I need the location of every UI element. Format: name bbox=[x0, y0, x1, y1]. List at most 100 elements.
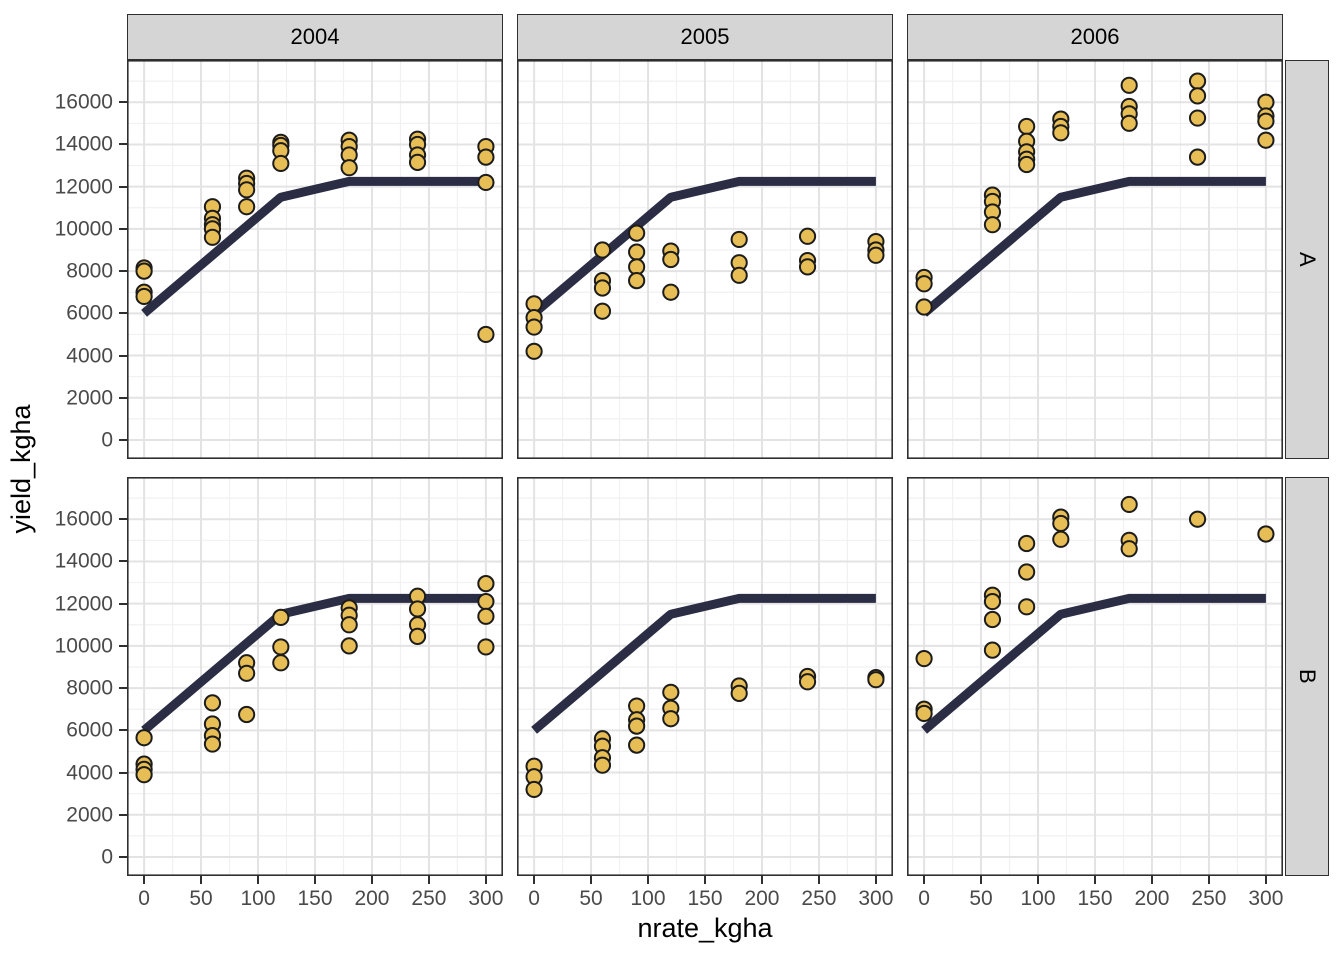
y-tick-label: 8000 bbox=[66, 676, 113, 700]
data-point bbox=[1052, 124, 1070, 142]
data-point bbox=[798, 673, 817, 691]
y-tick-label: 6000 bbox=[66, 301, 113, 325]
data-point bbox=[238, 664, 256, 682]
data-point bbox=[408, 600, 427, 618]
data-point bbox=[238, 181, 256, 199]
x-tick-label: 200 bbox=[354, 887, 390, 910]
data-point bbox=[1052, 530, 1070, 548]
data-point bbox=[272, 638, 290, 656]
data-point bbox=[915, 649, 933, 668]
data-point bbox=[593, 279, 612, 297]
x-tick-label: 150 bbox=[297, 887, 333, 910]
data-point bbox=[983, 592, 1002, 611]
panel-border bbox=[127, 60, 503, 459]
data-point bbox=[867, 671, 885, 689]
facet-strip-col-2006: 2006 bbox=[907, 14, 1283, 60]
x-tick-mark bbox=[314, 876, 316, 884]
data-point bbox=[593, 302, 612, 320]
x-tick-label: 300 bbox=[468, 887, 504, 910]
data-point bbox=[628, 224, 646, 242]
data-point bbox=[1018, 117, 1036, 136]
data-point bbox=[1188, 109, 1207, 127]
y-tick-mark bbox=[119, 270, 127, 273]
x-tick-label: 300 bbox=[858, 887, 894, 910]
panel-border bbox=[517, 477, 893, 876]
x-tick-mark bbox=[1150, 876, 1153, 884]
x-tick-mark bbox=[1207, 876, 1210, 884]
facet-strip-label: B bbox=[1295, 669, 1320, 684]
x-tick-mark bbox=[427, 876, 430, 884]
data-point bbox=[1018, 534, 1036, 553]
panel-B-2006 bbox=[907, 477, 1283, 876]
data-point bbox=[1257, 131, 1275, 149]
x-tick-label: 300 bbox=[1248, 887, 1284, 910]
x-tick-label: 100 bbox=[240, 887, 276, 910]
data-point bbox=[662, 710, 680, 728]
y-tick-label: 12000 bbox=[54, 592, 113, 616]
data-point bbox=[135, 766, 153, 784]
data-point bbox=[340, 159, 358, 177]
data-point bbox=[1120, 495, 1138, 514]
x-tick-mark bbox=[370, 876, 373, 884]
y-tick-label: 10000 bbox=[54, 634, 113, 658]
panel-A-2005 bbox=[517, 60, 893, 459]
y-tick-mark bbox=[119, 771, 127, 774]
data-point bbox=[1018, 598, 1036, 616]
x-tick-mark bbox=[874, 876, 877, 884]
x-tick-mark bbox=[647, 876, 650, 884]
x-tick-mark bbox=[484, 876, 487, 884]
x-tick-mark bbox=[200, 876, 203, 884]
data-point bbox=[662, 250, 680, 269]
panel-B-2004 bbox=[127, 477, 503, 876]
y-tick-mark bbox=[119, 813, 127, 816]
facet-strip-label: 2006 bbox=[1070, 24, 1120, 49]
y-tick-mark bbox=[119, 602, 127, 605]
x-tick-mark bbox=[1037, 876, 1040, 884]
x-tick-label: 0 bbox=[138, 887, 150, 910]
x-tick-mark bbox=[817, 876, 820, 884]
data-point bbox=[340, 616, 358, 634]
facet-strip-col-2004: 2004 bbox=[127, 14, 503, 60]
x-tick-mark bbox=[1264, 876, 1267, 884]
data-point bbox=[477, 148, 495, 166]
y-tick-mark bbox=[119, 227, 127, 230]
y-tick-mark bbox=[119, 185, 127, 188]
data-point bbox=[272, 608, 290, 626]
data-point bbox=[525, 780, 543, 799]
y-tick-mark bbox=[119, 856, 127, 858]
data-point bbox=[477, 592, 495, 611]
y-tick-label: 16000 bbox=[54, 90, 113, 114]
panel-border bbox=[907, 477, 1283, 876]
x-tick-label: 250 bbox=[801, 887, 837, 910]
y-tick-mark bbox=[119, 312, 127, 315]
y-tick-label: 14000 bbox=[54, 132, 113, 156]
fit-line bbox=[921, 593, 1266, 734]
panel-border bbox=[517, 60, 893, 459]
data-point bbox=[730, 684, 748, 702]
y-tick-label: 4000 bbox=[66, 344, 113, 368]
x-tick-mark bbox=[143, 876, 146, 884]
fit-line bbox=[141, 176, 486, 317]
data-point bbox=[983, 641, 1002, 659]
x-tick-label: 150 bbox=[687, 887, 723, 910]
x-tick-mark bbox=[590, 876, 593, 884]
data-point bbox=[628, 243, 646, 261]
x-axis-title: nrate_kgha bbox=[637, 912, 773, 943]
data-point bbox=[477, 173, 495, 192]
x-tick-label: 0 bbox=[528, 887, 540, 910]
data-point bbox=[1188, 72, 1207, 90]
data-point bbox=[628, 717, 646, 735]
y-tick-mark bbox=[119, 729, 127, 732]
data-point bbox=[1120, 114, 1138, 132]
x-tick-mark bbox=[923, 876, 926, 884]
x-tick-label: 0 bbox=[918, 887, 930, 910]
panel-border bbox=[127, 477, 503, 876]
facet-strip-row-A: A bbox=[1285, 60, 1329, 459]
data-point bbox=[203, 228, 222, 246]
data-point bbox=[1018, 155, 1036, 174]
x-tick-label: 200 bbox=[1134, 887, 1170, 910]
data-point bbox=[272, 154, 290, 173]
data-point bbox=[203, 735, 222, 753]
y-tick-label: 14000 bbox=[54, 549, 113, 573]
data-point bbox=[525, 342, 543, 360]
